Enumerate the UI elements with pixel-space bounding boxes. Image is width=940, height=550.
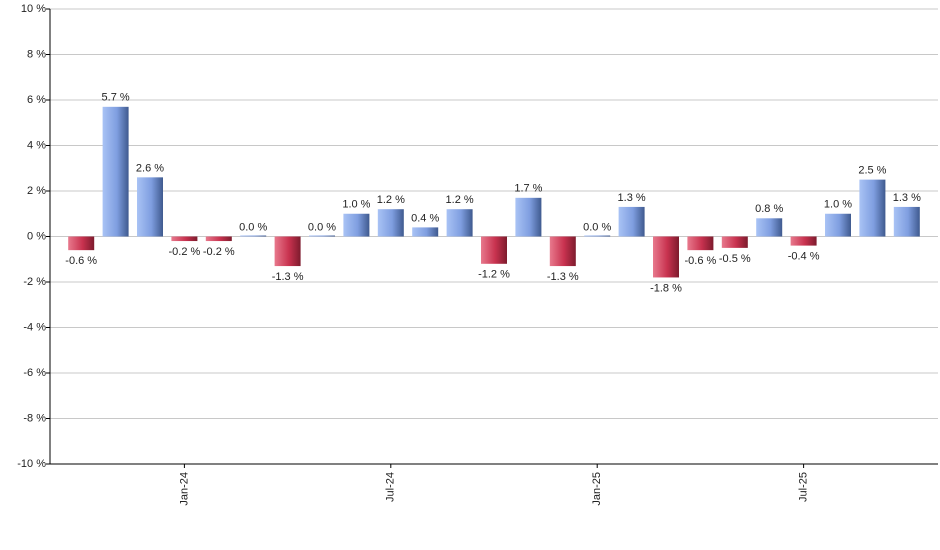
bar [515, 197, 542, 237]
bar [240, 235, 267, 237]
y-tick-label: -2 % [23, 276, 46, 288]
x-tick-label: Jan-24 [178, 472, 190, 506]
bar [377, 209, 404, 237]
value-label: 0.0 % [583, 221, 611, 233]
bar [825, 213, 851, 237]
y-tick-label: 4 % [27, 139, 46, 151]
bar [481, 236, 507, 264]
bar [756, 218, 783, 237]
value-label: 0.8 % [755, 203, 783, 215]
bar [893, 206, 920, 237]
bar [653, 236, 679, 278]
value-label: -0.4 % [788, 251, 820, 263]
value-label: 1.2 % [446, 194, 474, 206]
value-label: 0.0 % [308, 221, 336, 233]
value-label: -1.8 % [650, 282, 682, 294]
value-label: -1.3 % [272, 271, 304, 283]
y-tick-label: 10 % [21, 3, 46, 15]
value-label: -0.6 % [685, 255, 717, 267]
value-label: 0.4 % [411, 212, 439, 224]
bar [859, 179, 886, 237]
bar [68, 236, 95, 251]
bar [687, 236, 714, 251]
y-tick-label: 6 % [27, 94, 46, 106]
value-label: -0.5 % [719, 253, 751, 265]
value-label: -1.2 % [478, 269, 510, 281]
x-tick-label: Jan-25 [591, 472, 603, 506]
value-label: 5.7 % [102, 92, 130, 104]
bar [412, 227, 439, 237]
value-label: 1.3 % [893, 192, 921, 204]
bar [721, 236, 748, 248]
value-label: -0.2 % [203, 246, 235, 258]
bar [274, 236, 301, 267]
y-tick-label: -4 % [23, 321, 46, 333]
bar [137, 177, 163, 237]
value-label: 1.3 % [618, 192, 646, 204]
value-label: 1.0 % [824, 199, 852, 211]
value-label: 1.2 % [377, 194, 405, 206]
value-label: 2.6 % [136, 162, 164, 174]
value-label: 0.0 % [239, 221, 267, 233]
bar [102, 106, 129, 237]
value-label: -0.6 % [65, 255, 97, 267]
x-tick-label: Jul-25 [798, 472, 810, 502]
bar [171, 236, 198, 242]
y-tick-label: -8 % [23, 412, 46, 424]
value-label: 1.0 % [342, 199, 370, 211]
value-label: 1.7 % [514, 183, 542, 195]
x-tick-label: Jul-24 [385, 472, 397, 502]
bar [205, 236, 232, 242]
y-tick-label: 2 % [27, 185, 46, 197]
value-label: -1.3 % [547, 271, 579, 283]
bar [343, 213, 370, 237]
y-tick-label: 0 % [27, 230, 46, 242]
y-tick-label: -10 % [17, 458, 46, 470]
bar [618, 206, 645, 237]
value-label: 2.5 % [858, 165, 886, 177]
y-tick-label: -6 % [23, 367, 46, 379]
value-label: -0.2 % [169, 246, 201, 258]
bar [584, 235, 611, 237]
bar [549, 236, 576, 267]
bar [446, 209, 473, 237]
bar [790, 236, 817, 246]
y-tick-label: 8 % [27, 48, 46, 60]
bar [309, 235, 335, 237]
